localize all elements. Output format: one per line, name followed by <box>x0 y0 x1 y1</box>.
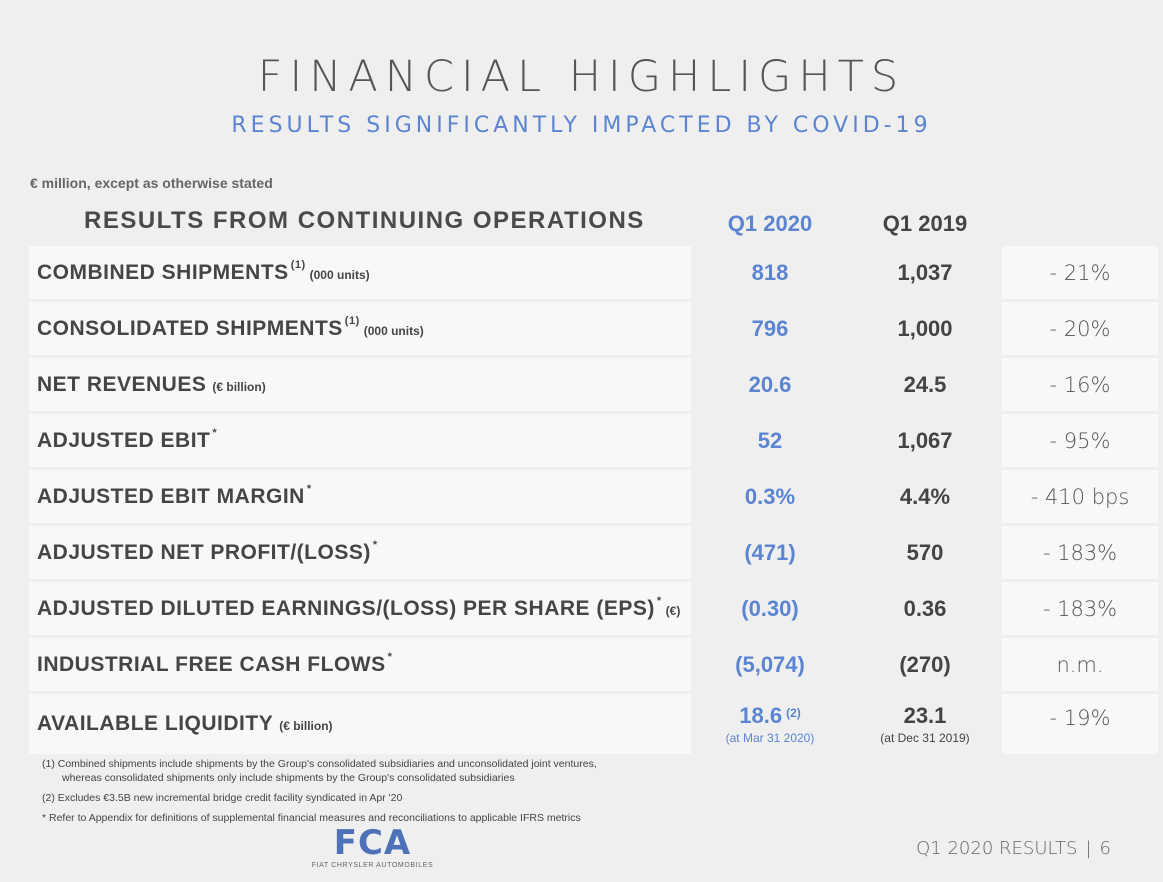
row-label: ADJUSTED DILUTED EARNINGS/(LOSS) PER SHA… <box>37 594 681 620</box>
value-q1-2019: 1,037 <box>897 259 953 285</box>
row-label: CONSOLIDATED SHIPMENTS (1)(000 units) <box>37 314 424 340</box>
row-label-cell: ADJUSTED NET PROFIT/(LOSS) * <box>29 526 691 579</box>
value-date-note: (at Mar 31 2020) <box>725 731 815 745</box>
row-label: AVAILABLE LIQUIDITY (€ billion) <box>37 712 333 735</box>
value-q1-2020: 20.6 <box>748 371 792 397</box>
row-label: NET REVENUES (€ billion) <box>37 372 266 396</box>
value-q1-2019: 4.4% <box>899 483 951 509</box>
logo-tagline: FIAT CHRYSLER AUTOMOBILES <box>311 862 434 869</box>
row-unit: (€) <box>665 603 681 618</box>
value-change: n.m. <box>1002 638 1158 691</box>
table-row: CONSOLIDATED SHIPMENTS (1)(000 units) 796… <box>0 302 1163 355</box>
row-unit: (000 units) <box>363 323 424 338</box>
logo-mark: FCA <box>333 823 412 863</box>
row-label: ADJUSTED EBIT * <box>37 426 218 452</box>
row-unit: (€ billion) <box>212 379 266 394</box>
table-row: ADJUSTED NET PROFIT/(LOSS) * (471) 570 - … <box>0 526 1163 579</box>
value-q1-2020: 796 <box>751 315 789 341</box>
value-q1-2020: (471) <box>744 539 796 565</box>
value-q1-2019: 0.36 <box>903 595 947 621</box>
page-subtitle: RESULTS SIGNIFICANTLY IMPACTED BY COVID-… <box>231 113 932 138</box>
value-change: - 16% <box>1002 358 1158 411</box>
value-q1-2019: 1,000 <box>897 315 953 341</box>
row-label-cell: ADJUSTED DILUTED EARNINGS/(LOSS) PER SHA… <box>29 582 691 635</box>
table-row: ADJUSTED DILUTED EARNINGS/(LOSS) PER SHA… <box>0 582 1163 635</box>
row-label-superscript: (1) <box>344 314 360 327</box>
value-change: - 183% <box>1002 526 1158 579</box>
row-unit: (000 units) <box>309 267 370 282</box>
table-row: COMBINED SHIPMENTS (1)(000 units) 818 1,0… <box>0 246 1163 299</box>
value-q1-2020: 18.6 (2) (at Mar 31 2020) <box>725 703 815 745</box>
column-header-q1-2019: Q1 2019 <box>882 211 968 236</box>
value-q1-2019: 24.5 <box>903 371 947 397</box>
footnote-2: (2) Excludes €3.5B new incremental bridg… <box>42 792 403 804</box>
value-change: - 183% <box>1002 582 1158 635</box>
footnote-1-line-2: whereas consolidated shipments only incl… <box>62 772 515 784</box>
value-q1-2019: 570 <box>906 539 944 565</box>
value-q1-2020: (5,074) <box>735 651 805 677</box>
value-q1-2020: 52 <box>757 427 783 453</box>
row-label-superscript: * <box>212 426 218 439</box>
page-footer: Q1 2020 RESULTS | 6 <box>916 838 1111 859</box>
value-q1-2020: 0.3% <box>744 483 796 509</box>
table-row: ADJUSTED EBIT MARGIN * 0.3% 4.4% - 410 bp… <box>0 470 1163 523</box>
row-label-cell: ADJUSTED EBIT MARGIN * <box>29 470 691 523</box>
value-change: - 20% <box>1002 302 1158 355</box>
row-label-superscript: * <box>306 482 312 495</box>
footer-separator: | <box>1085 838 1092 859</box>
unit-note: € million, except as otherwise stated <box>30 175 273 191</box>
row-label: COMBINED SHIPMENTS (1)(000 units) <box>37 258 370 284</box>
section-heading: RESULTS FROM CONTINUING OPERATIONS <box>84 207 645 234</box>
value-q1-2020: 818 <box>751 259 789 285</box>
row-label-superscript: (1) <box>290 258 306 271</box>
row-label: ADJUSTED EBIT MARGIN * <box>37 482 312 508</box>
footnote-1-line-1: (1) Combined shipments include shipments… <box>42 758 597 770</box>
row-label-superscript: * <box>656 594 662 607</box>
value-date-note: (at Dec 31 2019) <box>880 731 970 745</box>
page-title: FINANCIAL HIGHLIGHTS <box>257 52 906 102</box>
page-number: 6 <box>1099 838 1111 859</box>
footnote-3: * Refer to Appendix for definitions of s… <box>42 812 581 824</box>
value-change: - 410 bps <box>1002 470 1158 523</box>
table-row: NET REVENUES (€ billion) 20.6 24.5 - 16% <box>0 358 1163 411</box>
row-label: ADJUSTED NET PROFIT/(LOSS) * <box>37 538 378 564</box>
value-q1-2019: 23.1 (at Dec 31 2019) <box>880 703 970 745</box>
value-q1-2019: (270) <box>899 651 951 677</box>
value-q1-2020: (0.30) <box>741 595 799 621</box>
footer-text: Q1 2020 RESULTS <box>916 838 1078 859</box>
value-change: - 21% <box>1002 246 1158 299</box>
table-row: INDUSTRIAL FREE CASH FLOWS * (5,074) (270… <box>0 638 1163 691</box>
fca-logo: FCA FIAT CHRYSLER AUTOMOBILES <box>305 826 440 869</box>
row-label-cell: NET REVENUES (€ billion) <box>29 358 691 411</box>
row-label-cell: CONSOLIDATED SHIPMENTS (1)(000 units) <box>29 302 691 355</box>
row-label-superscript: * <box>372 538 378 551</box>
value-superscript: (2) <box>786 706 801 720</box>
value-change: - 95% <box>1002 414 1158 467</box>
table-row: AVAILABLE LIQUIDITY (€ billion) 18.6 (2) (… <box>0 694 1163 754</box>
row-label: INDUSTRIAL FREE CASH FLOWS * <box>37 650 393 676</box>
column-header-q1-2020: Q1 2020 <box>727 211 813 236</box>
table-row: ADJUSTED EBIT * 52 1,067 - 95% <box>0 414 1163 467</box>
row-unit: (€ billion) <box>279 719 333 733</box>
row-label-superscript: * <box>387 650 393 663</box>
footnotes: (1) Combined shipments include shipments… <box>42 757 597 825</box>
value-q1-2019: 1,067 <box>897 427 953 453</box>
row-label-cell: ADJUSTED EBIT * <box>29 414 691 467</box>
value-change: - 19% <box>1002 694 1158 754</box>
row-label-cell: INDUSTRIAL FREE CASH FLOWS * <box>29 638 691 691</box>
row-label-cell: COMBINED SHIPMENTS (1)(000 units) <box>29 246 691 299</box>
row-label-cell: AVAILABLE LIQUIDITY (€ billion) <box>29 694 691 754</box>
